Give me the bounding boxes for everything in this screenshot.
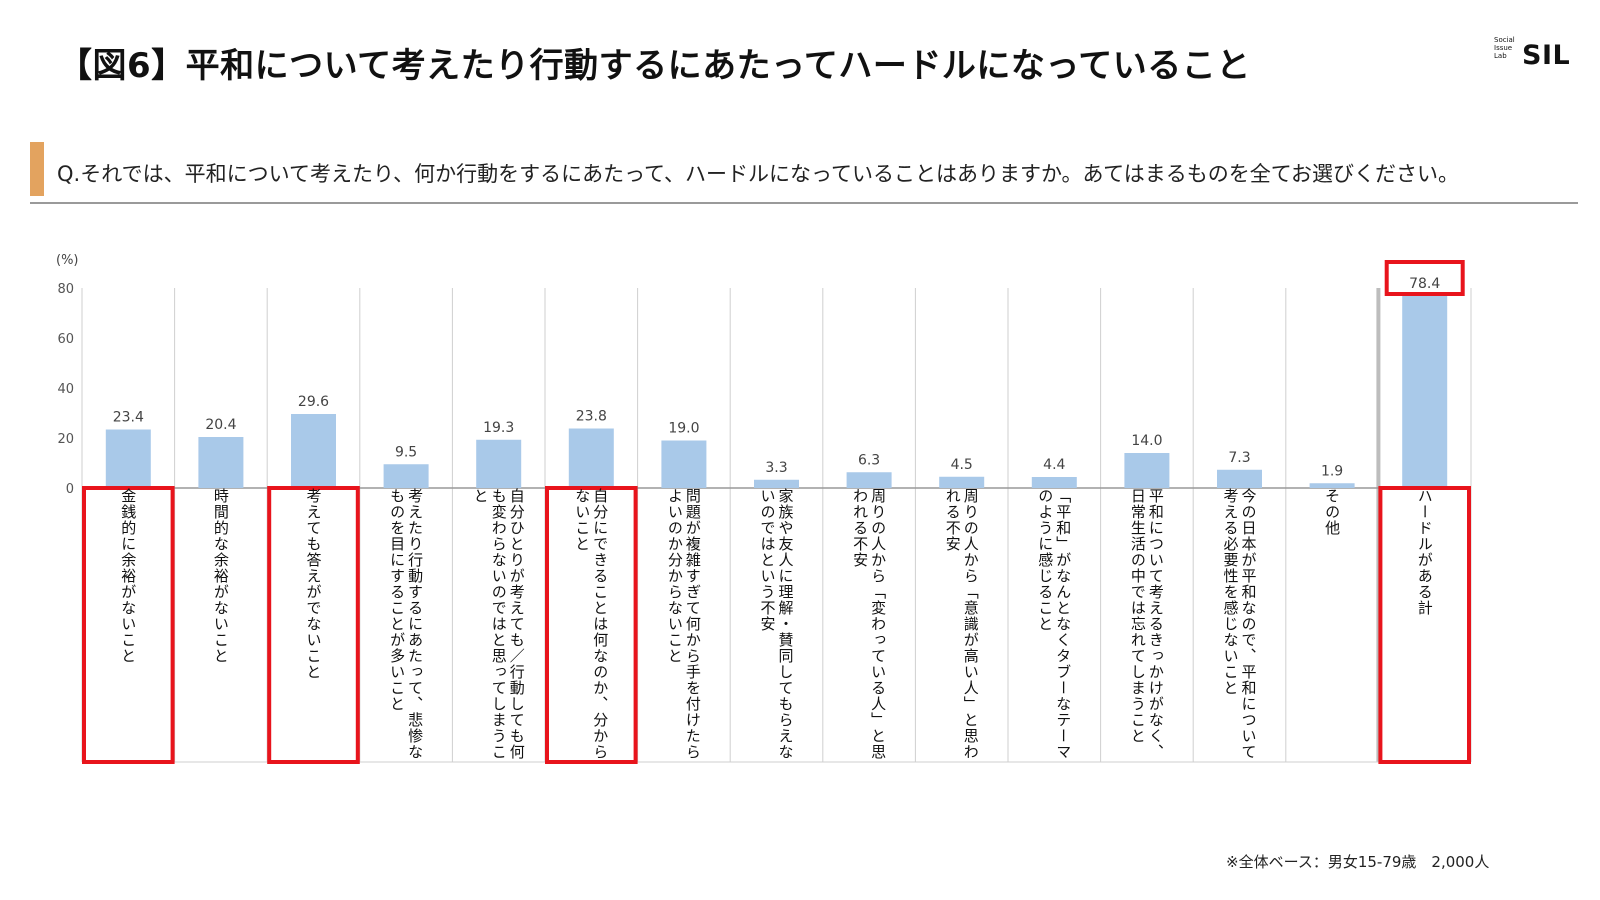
y-unit-label: (%) [56,253,79,268]
total-value-highlight [1384,260,1465,296]
page-title: 【図6】平和について考えたり行動するにあたってハードルになっていること [58,46,1251,86]
data-label: 23.4 [113,410,144,426]
y-tick-label: 80 [57,282,74,297]
y-tick-label: 0 [66,482,74,497]
bar [1124,453,1170,488]
category-label: 「平和」がなんとなくタブーなテーマのように感じること [1036,488,1073,760]
y-tick-label: 40 [57,382,74,397]
data-label: 1.9 [1321,463,1343,479]
question-divider [30,202,1578,204]
category-label: 金銭的に余裕がないこと [119,488,138,664]
category-label: 考えたり行動するにあたって、悲惨なものを目にすることが多いこと [388,488,425,760]
bar [1309,483,1355,488]
y-tick-label: 20 [57,432,74,447]
bar [1031,477,1077,488]
bar [383,464,429,488]
category-highlight [82,486,175,764]
bar [291,414,336,488]
question-accent-bar [30,142,44,196]
data-label: 3.3 [765,460,787,476]
bar [198,437,244,488]
category-label: 周りの人から「変わっている人」と思われる不安 [851,488,888,760]
data-label: 6.3 [858,452,880,468]
data-label: 78.4 [1409,276,1440,292]
category-label: 自分にできることは何なのか、分からないこと [573,488,610,760]
bar [846,472,892,488]
bar [1217,469,1262,488]
data-label: 19.3 [483,420,514,436]
bar [661,440,707,488]
category-label: 考えても答えがでないこと [304,488,323,680]
logo-small-text: Social Issue Lab [1494,36,1515,60]
bar [568,428,614,488]
logo-text: SIL [1522,40,1571,71]
data-label: 20.4 [205,417,236,433]
category-highlight [545,486,638,764]
sil-logo: Social Issue Lab SIL [1494,34,1574,76]
category-label: ハードルがある計 [1415,488,1434,616]
data-label: 7.3 [1228,450,1250,466]
data-label: 4.4 [1043,457,1065,473]
category-label: 今の日本が平和なので、平和について考える必要性を感じないこと [1221,488,1258,760]
data-label: 9.5 [395,444,417,460]
data-label: 19.0 [668,421,699,437]
question-text: Q.それでは、平和について考えたり、何か行動をするにあたって、ハードルになってい… [57,162,1460,186]
bar [939,476,985,488]
category-label: 周りの人から「意識が高い人」と思われる不安 [943,488,980,760]
category-highlight [267,486,360,764]
category-label: 時間的な余裕がないこと [211,488,230,664]
data-label: 14.0 [1131,433,1162,449]
y-tick-label: 60 [57,332,74,347]
bar [1402,292,1448,488]
category-label: 平和について考えるきっかけがなく、日常生活の中では忘れてしまうこと [1128,488,1165,760]
data-label: 23.8 [576,409,607,425]
bar [476,439,522,488]
data-label: 29.6 [298,394,329,410]
category-label: 問題が複雑すぎて何から手を付けたらよいのか分からないこと [665,488,702,760]
data-label: 4.5 [951,457,973,473]
category-label: 家族や友人に理解・賛同してもらえないのではという不安 [758,488,795,760]
category-highlight [1378,486,1472,764]
category-label: その他 [1323,488,1342,536]
category-label: 自分ひとりが考えても／行動しても何も変わらないのではと思ってしまうこと [471,488,526,760]
footnote: ※全体ベース：男女15-79歳 2,000人 [1226,853,1490,871]
bar [105,429,151,488]
bar [754,479,799,488]
